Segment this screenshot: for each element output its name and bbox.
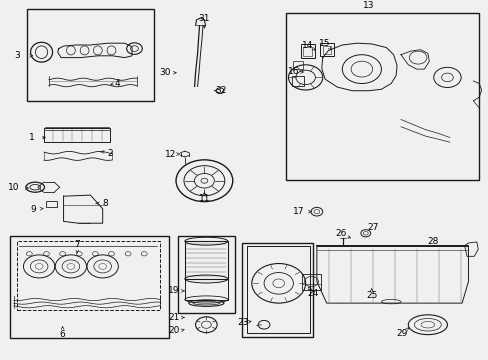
Bar bbox=[10, 236, 168, 338]
Text: 11: 11 bbox=[198, 194, 210, 203]
Bar bbox=[46, 201, 57, 207]
Bar bbox=[300, 44, 315, 58]
Bar bbox=[184, 241, 227, 279]
Text: 24: 24 bbox=[306, 289, 318, 298]
Text: 23: 23 bbox=[237, 318, 249, 327]
Bar bbox=[292, 76, 304, 86]
Text: 31: 31 bbox=[198, 14, 210, 23]
Text: 21: 21 bbox=[167, 313, 179, 322]
Text: 3: 3 bbox=[14, 51, 20, 60]
Bar bbox=[246, 246, 309, 333]
Bar bbox=[44, 128, 110, 142]
Bar bbox=[302, 274, 320, 290]
Text: 13: 13 bbox=[363, 1, 374, 10]
Text: 29: 29 bbox=[395, 328, 407, 338]
Text: 12: 12 bbox=[164, 150, 176, 158]
Text: 16: 16 bbox=[287, 68, 299, 77]
Text: 27: 27 bbox=[366, 223, 378, 232]
Text: 20: 20 bbox=[167, 326, 179, 335]
Bar bbox=[322, 46, 330, 54]
Text: 19: 19 bbox=[167, 287, 179, 295]
Text: 25: 25 bbox=[365, 292, 377, 300]
Bar bbox=[285, 13, 478, 180]
Text: 4: 4 bbox=[114, 79, 120, 88]
Bar bbox=[242, 243, 312, 337]
Text: 10: 10 bbox=[8, 184, 20, 192]
Bar bbox=[178, 236, 234, 313]
Bar bbox=[17, 241, 160, 310]
Text: 15: 15 bbox=[319, 39, 330, 48]
Text: 32: 32 bbox=[215, 86, 226, 95]
Text: 8: 8 bbox=[102, 199, 108, 208]
Text: 17: 17 bbox=[292, 207, 304, 216]
Bar bbox=[184, 279, 227, 300]
Text: 26: 26 bbox=[335, 229, 346, 238]
Text: 1: 1 bbox=[29, 133, 35, 142]
Bar bbox=[293, 61, 303, 69]
Bar bbox=[320, 43, 333, 56]
Text: 7: 7 bbox=[74, 240, 80, 248]
Text: 30: 30 bbox=[159, 68, 171, 77]
Text: 28: 28 bbox=[426, 238, 438, 246]
Text: 9: 9 bbox=[30, 205, 36, 214]
Text: 2: 2 bbox=[107, 149, 113, 158]
Text: 6: 6 bbox=[60, 330, 65, 338]
Bar bbox=[27, 9, 154, 101]
Bar bbox=[303, 47, 311, 56]
Text: 14: 14 bbox=[302, 40, 313, 49]
